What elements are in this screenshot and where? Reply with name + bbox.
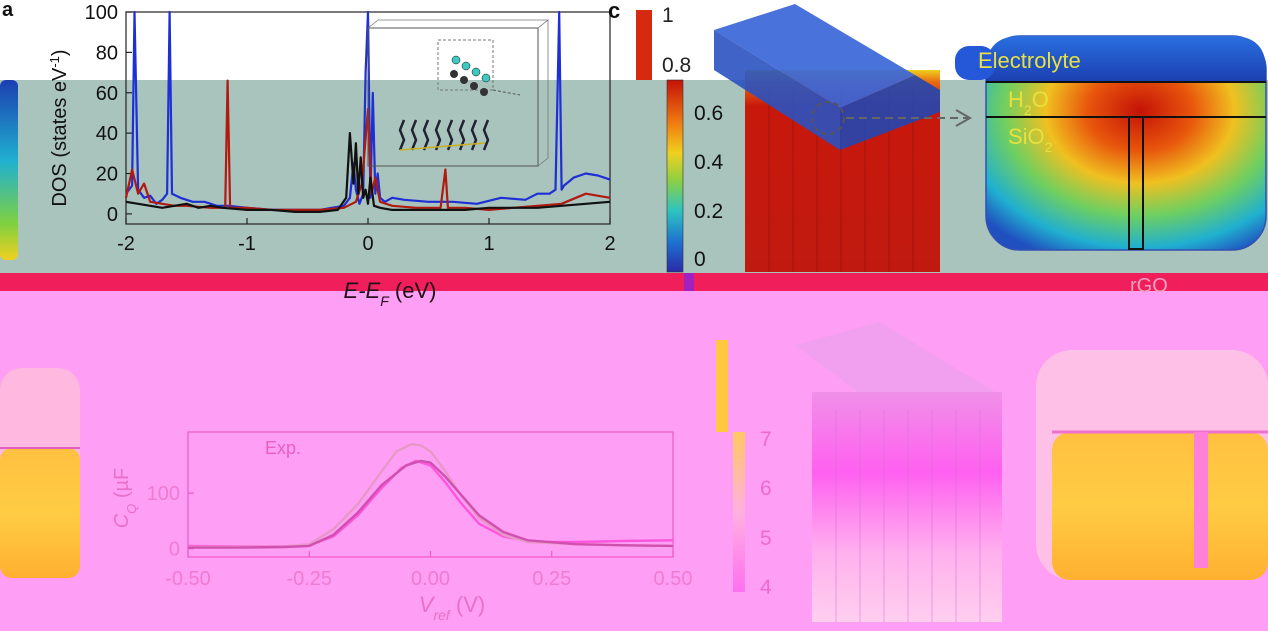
y-tick-label: 20 — [96, 164, 118, 186]
left-margin — [0, 0, 18, 80]
panel-c: c 1 0.8 0.6 0.4 0.2 0 Electrolyte H2O SiO2 — [608, 0, 1267, 297]
field-zoom-panel: Electrolyte H2O SiO2 rGO — [955, 35, 1267, 297]
label-sio2: SiO2 — [1008, 124, 1053, 155]
inset-box — [367, 27, 539, 167]
molecule-head — [461, 61, 471, 71]
y-tick-label: 100 — [147, 483, 180, 505]
molecule-body — [480, 88, 488, 96]
panel-b-exp-label: Exp. — [265, 438, 301, 458]
panel-a-letter: a — [2, 0, 14, 21]
colorbar-ticks: 1 0.8 0.6 0.4 0.2 0 — [662, 4, 724, 271]
molecule-head — [481, 73, 491, 83]
panel-b-ticks: -0.50 -0.25 0.00 0.25 0.50 0 100 — [147, 483, 693, 590]
x-tick-label: -0.50 — [165, 568, 211, 590]
left-field-strip-top — [0, 80, 18, 260]
y-tick-label: 0 — [107, 204, 118, 226]
colorbar-d-tick-label: 5 — [760, 527, 772, 550]
panel-b-y-label: CQ (µF — [111, 468, 139, 529]
series-line-1 — [125, 10, 611, 211]
colorbar-tick-label: 0 — [694, 248, 706, 271]
molecule-chain — [482, 119, 490, 151]
pillar-d-block — [812, 392, 1002, 622]
x-tick-label: -1 — [238, 233, 256, 255]
series-line-2 — [188, 443, 674, 549]
colorbar-tick-label: 0.8 — [662, 54, 691, 77]
colorbar-d-ticks: 7 6 5 4 — [760, 428, 772, 599]
electrolyte-block-side — [840, 75, 940, 150]
panel-a-series — [124, 10, 611, 213]
y-tick-label: 0 — [169, 539, 180, 561]
electrolyte-block-top — [714, 4, 915, 108]
magenta-separator-band — [0, 273, 1268, 291]
molecule-head — [471, 67, 481, 77]
molecule-body — [460, 76, 468, 84]
molecule-chain — [422, 119, 430, 151]
panel-a-x-label: E-EF (eV) — [344, 278, 437, 309]
panel-a-inset-structure — [367, 19, 550, 167]
colorbar-tick-label: 1 — [662, 4, 674, 27]
y-tick-label: 80 — [96, 42, 118, 64]
colorbar-tick-label: 0.2 — [694, 200, 723, 223]
x-tick-label: -0.25 — [286, 568, 332, 590]
y-tick-label: 100 — [85, 2, 118, 24]
electrolyte-layer — [986, 36, 1266, 82]
molecule-chain — [470, 119, 478, 151]
x-tick-label: 1 — [483, 233, 494, 255]
x-tick-label: 0 — [362, 233, 373, 255]
series-line-3 — [188, 459, 674, 549]
colorbar — [666, 79, 684, 273]
panel-b-series — [187, 443, 674, 549]
colorbar-tick-label: 0.4 — [694, 151, 724, 174]
colorbar-d-tick-label: 7 — [760, 428, 772, 451]
field-d-fill — [1052, 432, 1268, 580]
colorbar-d-upper — [716, 340, 728, 432]
x-tick-label: -2 — [117, 233, 135, 255]
colorbar-gap-marker — [684, 273, 694, 291]
rgo-pillar-cross-section — [1128, 116, 1144, 250]
zoom-circle — [811, 101, 845, 135]
pillar-array-d — [795, 322, 1002, 622]
zoom-arrow-head — [955, 109, 973, 127]
y-tick-label: 40 — [96, 123, 118, 145]
x-tick-label: 0.25 — [532, 568, 571, 590]
molecule-body — [450, 70, 458, 78]
panel-a-y-label: DOS (states eV-1) — [47, 49, 72, 206]
label-electrolyte: Electrolyte — [978, 48, 1081, 73]
molecule-chain — [446, 119, 454, 151]
y-tick-label: 60 — [96, 83, 118, 105]
molecule-chain — [434, 119, 442, 151]
x-tick-label: 2 — [604, 233, 615, 255]
colorbar-d-tick-label: 4 — [760, 576, 772, 599]
panel-b: -0.50 -0.25 0.00 0.25 0.50 0 100 Exp. CQ (µF V… — [111, 431, 693, 623]
inset-zoom-line — [492, 89, 521, 96]
panel-d: 7 6 5 4 — [716, 322, 1268, 622]
colorbar-d-tick-label: 6 — [760, 477, 772, 500]
left-field-strip-bottom-fill — [0, 448, 80, 578]
molecule-head — [451, 55, 461, 65]
pillar-array — [714, 4, 973, 272]
inset-zoom-box — [437, 39, 494, 91]
label-rgo: rGO — [1130, 275, 1168, 297]
label-h2o: H2O — [1008, 87, 1049, 118]
colorbar-tick-label: 0.6 — [694, 102, 723, 125]
panel-b-x-label: Vref (V) — [419, 592, 485, 623]
pillar-d-dividers — [835, 410, 981, 622]
field-d-pillar — [1194, 432, 1208, 568]
colorbar-d — [733, 432, 745, 592]
series-line-3 — [125, 132, 611, 213]
molecule-body — [470, 82, 478, 90]
molecule-chain — [410, 119, 418, 151]
panel-c-letter: c — [608, 0, 620, 23]
electrolyte-layer-tab — [955, 46, 995, 80]
molecule-chain — [398, 119, 406, 151]
inset-substrate-line — [399, 142, 486, 151]
colorbar-top-segment — [636, 10, 652, 80]
x-tick-label: 0.00 — [411, 568, 450, 590]
x-tick-label: 0.50 — [654, 568, 693, 590]
electrolyte-block-front — [714, 30, 840, 150]
inset-box-depth — [367, 19, 550, 167]
